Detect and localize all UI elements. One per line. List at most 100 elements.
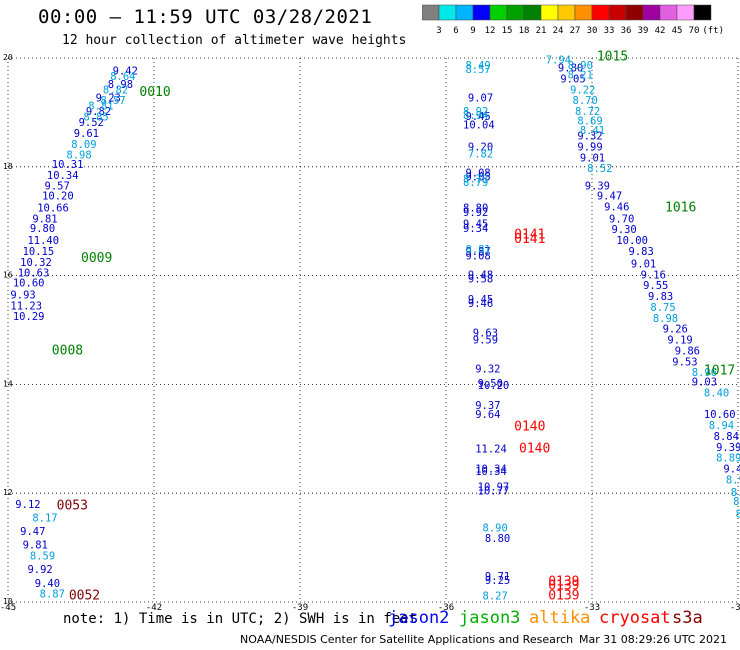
legend-unit: (ft) (702, 26, 724, 36)
y-tick-label: 10 (3, 597, 13, 606)
data-point-jason2: 11.40 (27, 235, 59, 247)
legend-bin-label: 9 (470, 26, 475, 36)
data-point-jason2: 9.39 (716, 442, 740, 454)
data-point-jason2: 9.55 (643, 280, 668, 292)
data-point-jason2: 9.45 (465, 111, 490, 123)
data-point-jason3: 8.21 (568, 70, 593, 82)
pass-label: 1016 (665, 200, 696, 215)
data-point-jason2: 9.01 (580, 152, 605, 164)
generated-timestamp: Mar 31 08:29:26 UTC 2021 (579, 633, 727, 646)
data-point-jason3: 8.64 (110, 71, 135, 83)
data-point-jason3: 8.52 (587, 163, 612, 175)
data-point-jason2: 9.70 (609, 213, 634, 225)
data-point-jason2: 9.64 (475, 409, 500, 421)
x-tick-label: -36 (438, 603, 454, 612)
data-point-jason2: 9.23 (96, 93, 121, 105)
legend-altika: altika (529, 608, 591, 628)
pass-label: 0139 (548, 578, 579, 593)
data-point-jason2: 11.24 (475, 443, 507, 455)
data-point-jason2: 9.46 (604, 201, 629, 213)
pass-label: 0139 (548, 575, 579, 590)
data-point-jason3: 8.70 (573, 95, 598, 107)
data-point-jason2: 9.34 (463, 223, 488, 235)
legend-bin-label: 3 (436, 26, 441, 36)
data-point-jason3: 8.98 (653, 313, 678, 325)
data-point-jason2: 9.87 (465, 246, 490, 258)
data-point-jason2: 9.32 (475, 363, 500, 375)
data-point-jason3: 8.98 (66, 150, 91, 162)
data-point-jason3: 8.90 (568, 60, 593, 72)
data-point-jason2: 9.16 (641, 269, 666, 281)
legend-bin-label: 33 (604, 26, 615, 36)
data-point-jason3: 8.49 (465, 60, 490, 72)
legend-s3a: s3a (672, 608, 703, 628)
footer-note: note: 1) Time is in UTC; 2) SWH is in fe… (63, 611, 418, 627)
data-point-jason2: 9.81 (32, 213, 57, 225)
page-subtitle: 12 hour collection of altimeter wave hei… (62, 33, 407, 48)
data-point-jason2: 9.20 (468, 141, 493, 153)
pass-label: 0139 (548, 588, 579, 603)
data-point-jason2: 10.34 (47, 170, 79, 182)
data-point-jason2: 9.82 (86, 106, 111, 118)
pass-label: 0010 (139, 85, 170, 100)
x-tick-label: -42 (146, 603, 162, 612)
x-tick-label: -30 (730, 603, 740, 612)
data-point-jason2: 9.92 (463, 207, 488, 219)
data-point-jason2: 9.25 (485, 575, 510, 587)
data-point-jason2: 9.50 (478, 378, 503, 390)
data-point-jason3: 8.57 (465, 64, 490, 76)
data-point-jason3: 8.75 (650, 302, 675, 314)
data-point-jason3: 8.82 (103, 84, 128, 96)
data-point-jason2: 9.99 (577, 141, 602, 153)
data-point-jason2: 10.20 (42, 190, 74, 202)
data-point-jason3: 8.97 (726, 474, 740, 486)
y-tick-label: 20 (3, 53, 13, 62)
data-point-jason2: 10.77 (478, 485, 510, 497)
x-tick-label: -45 (0, 603, 16, 612)
data-point-jason3: 8.17 (32, 512, 57, 524)
x-tick-label: -33 (584, 603, 600, 612)
data-point-jason3: 7.82 (468, 149, 493, 161)
data-point-jason3: 8.09 (71, 139, 96, 151)
data-point-jason2: 9.43 (723, 464, 740, 476)
data-point-jason3: 8.72 (575, 106, 600, 118)
data-point-jason2: 10.63 (18, 268, 50, 280)
data-point-jason3: 8.94 (463, 110, 488, 122)
data-point-jason2: 9.03 (692, 376, 717, 388)
data-point-jason2: 9.52 (79, 117, 104, 129)
data-point-jason2: 10.60 (13, 277, 45, 289)
data-point-jason2: 10.34 (475, 464, 507, 476)
data-point-jason2: 9.57 (45, 181, 70, 193)
data-point-jason3: 8.69 (577, 115, 602, 127)
data-point-jason3: 8.59 (30, 551, 55, 563)
legend-bin-label: 70 (689, 26, 700, 36)
data-point-jason2: 9.81 (23, 540, 48, 552)
data-point-jason2: 9.93 (10, 289, 35, 301)
data-point-jason3: 8.81 (88, 101, 113, 113)
legend-bin-label: 18 (519, 26, 530, 36)
pass-label: 0053 (57, 499, 88, 514)
data-point-jason3: 8.79 (463, 177, 488, 189)
legend-jason2: jason2 (388, 608, 450, 628)
data-point-jason3: 7.94 (546, 54, 571, 66)
data-point-jason3: 8.90 (483, 522, 508, 534)
x-tick-label: -39 (292, 603, 308, 612)
color-legend: 3 6 9 12 15 18 21 24 27 30 33 36 39 42 45 70 (ft) (422, 4, 724, 36)
data-point-jason2: 9.92 (27, 564, 52, 576)
legend-jason3: jason3 (459, 608, 521, 628)
legend-bin-label: 30 (587, 26, 598, 36)
y-tick-label: 14 (3, 379, 13, 388)
data-point-jason2: 10.29 (13, 311, 45, 323)
data-point-jason2: 10.00 (616, 235, 648, 247)
legend-bin-label: 24 (553, 26, 564, 36)
data-point-jason2: 9.19 (667, 335, 692, 347)
data-point-jason2: 9.05 (560, 73, 585, 85)
data-point-jason2: 9.05 (465, 171, 490, 183)
data-point-jason2: 10.32 (20, 257, 52, 269)
data-point-jason2: 10.97 (478, 481, 510, 493)
data-point-jason3: 8.73 (463, 174, 488, 186)
y-tick-label: 12 (3, 488, 13, 497)
data-point-jason2: 10.04 (463, 120, 495, 132)
data-point-jason2: 9.26 (663, 324, 688, 336)
data-point-jason3: 8.92 (463, 106, 488, 118)
